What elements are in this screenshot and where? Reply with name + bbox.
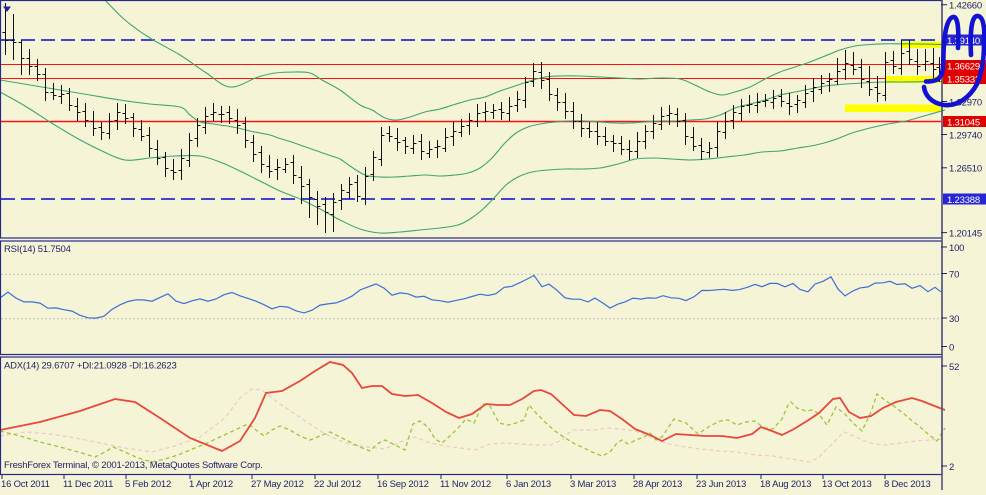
svg-text:1.26510: 1.26510 bbox=[949, 164, 982, 175]
svg-text:27 May 2012: 27 May 2012 bbox=[251, 479, 304, 490]
svg-text:11 Dec 2011: 11 Dec 2011 bbox=[63, 479, 113, 490]
svg-text:RSI(14) 51.7504: RSI(14) 51.7504 bbox=[4, 244, 71, 255]
svg-text:28 Apr 2013: 28 Apr 2013 bbox=[633, 479, 682, 490]
svg-text:30: 30 bbox=[949, 314, 959, 325]
svg-text:1.36629: 1.36629 bbox=[947, 61, 980, 72]
svg-text:22 Jul 2012: 22 Jul 2012 bbox=[314, 479, 361, 490]
svg-text:1.20145: 1.20145 bbox=[949, 228, 982, 239]
svg-text:1.39140: 1.39140 bbox=[947, 36, 980, 47]
svg-text:1 Apr 2012: 1 Apr 2012 bbox=[189, 479, 233, 490]
svg-text:100: 100 bbox=[949, 243, 964, 254]
svg-text:70: 70 bbox=[949, 269, 959, 280]
svg-text:8 Dec 2013: 8 Dec 2013 bbox=[884, 479, 931, 490]
svg-text:0: 0 bbox=[949, 342, 954, 353]
svg-text:1.29740: 1.29740 bbox=[949, 130, 982, 141]
svg-text:1.32970: 1.32970 bbox=[949, 97, 982, 108]
svg-text:13 Oct 2013: 13 Oct 2013 bbox=[822, 479, 872, 490]
svg-text:16 Sep 2012: 16 Sep 2012 bbox=[377, 479, 429, 490]
svg-text:52: 52 bbox=[949, 362, 959, 373]
svg-text:2: 2 bbox=[949, 462, 954, 473]
svg-text:18 Aug 2013: 18 Aug 2013 bbox=[760, 479, 811, 490]
svg-text:1.23388: 1.23388 bbox=[947, 195, 980, 206]
svg-text:FreshForex Terminal, © 2001-20: FreshForex Terminal, © 2001-2013, MetaQu… bbox=[4, 460, 263, 471]
svg-text:3 Mar 2013: 3 Mar 2013 bbox=[570, 479, 616, 490]
svg-text:16 Oct 2011: 16 Oct 2011 bbox=[1, 479, 50, 490]
svg-text:1.35332: 1.35332 bbox=[947, 74, 980, 85]
svg-text:1.31045: 1.31045 bbox=[947, 117, 980, 128]
svg-text:ADX(14) 29.6707 +DI:21.0928 -D: ADX(14) 29.6707 +DI:21.0928 -DI:16.2623 bbox=[4, 361, 177, 372]
svg-text:6 Jan 2013: 6 Jan 2013 bbox=[506, 479, 551, 490]
svg-text:5 Feb 2012: 5 Feb 2012 bbox=[125, 479, 171, 490]
svg-text:11 Nov 2012: 11 Nov 2012 bbox=[440, 479, 491, 490]
svg-text:23 Jun 2013: 23 Jun 2013 bbox=[696, 479, 746, 490]
svg-text:1.42660: 1.42660 bbox=[949, 1, 982, 12]
